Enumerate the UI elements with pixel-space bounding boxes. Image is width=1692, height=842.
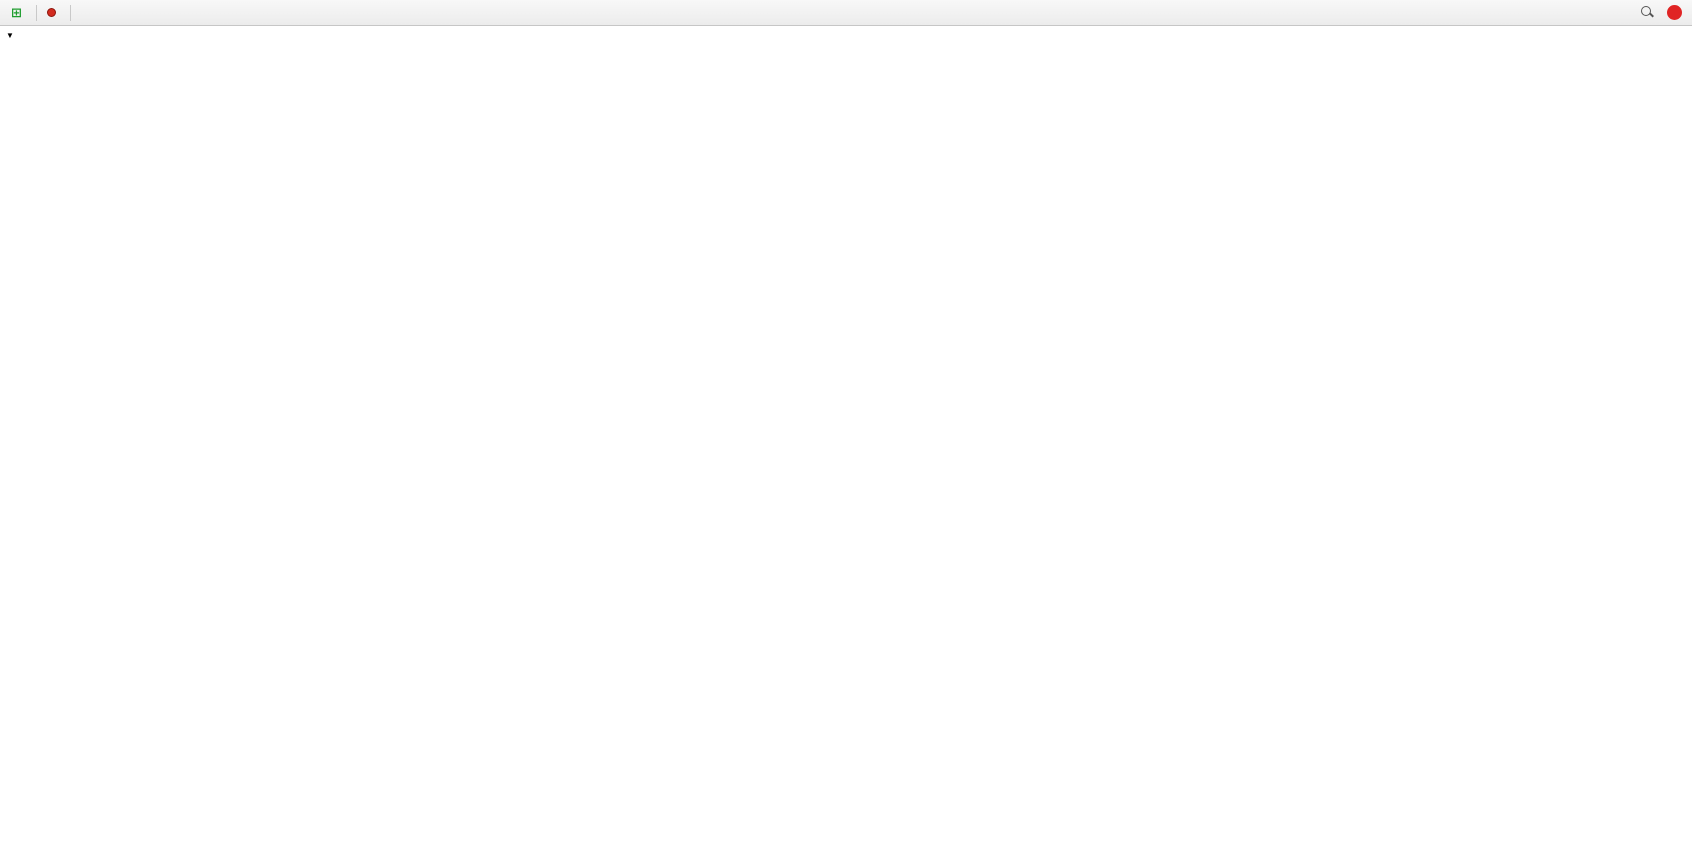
main-toolbar: ⊞ — [0, 0, 1692, 26]
autotrade-button[interactable] — [40, 3, 67, 23]
toolbar-separator — [35, 4, 37, 21]
chart-window: ▼ — [0, 26, 1692, 842]
new-order-button[interactable]: ⊞ — [4, 3, 33, 23]
toolbar-separator — [69, 4, 71, 21]
search-button[interactable] — [1636, 3, 1659, 23]
notification-badge[interactable] — [1667, 5, 1682, 20]
chart-canvas[interactable] — [0, 26, 1692, 842]
toolbar-right — [1636, 3, 1688, 23]
new-order-icon: ⊞ — [11, 5, 22, 20]
one-click-trading-icon[interactable]: ▼ — [6, 31, 14, 40]
chart-header: ▼ — [6, 31, 51, 40]
search-icon — [1641, 6, 1654, 19]
autotrade-status-icon — [46, 8, 56, 17]
